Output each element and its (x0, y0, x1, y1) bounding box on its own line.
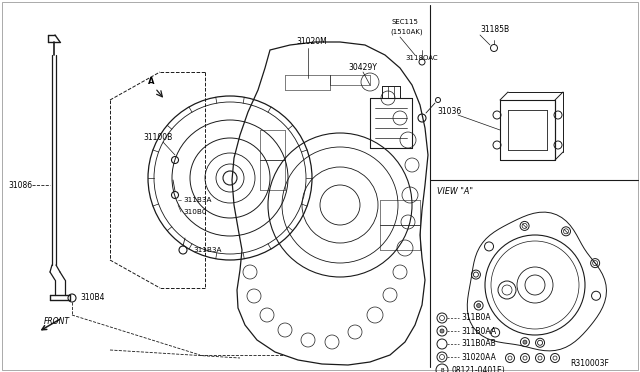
Text: FRONT: FRONT (44, 317, 70, 327)
Text: 31036: 31036 (437, 108, 461, 116)
Text: 311B0A: 311B0A (461, 314, 491, 323)
Text: 31185B: 31185B (480, 26, 509, 35)
Text: 311B3A: 311B3A (193, 247, 221, 253)
Circle shape (440, 329, 444, 333)
Text: 311B3A: 311B3A (183, 197, 211, 203)
Text: 31020M: 31020M (296, 38, 327, 46)
Text: 31100B: 31100B (143, 134, 172, 142)
Text: (1510AK): (1510AK) (390, 29, 422, 35)
Text: 311B0AA: 311B0AA (461, 327, 496, 336)
Text: SEC115: SEC115 (392, 19, 419, 25)
Text: 30429Y: 30429Y (348, 64, 377, 73)
Circle shape (477, 304, 481, 308)
Text: 311B0AB: 311B0AB (461, 340, 496, 349)
Circle shape (223, 171, 237, 185)
Text: A: A (148, 77, 154, 87)
Text: 31020AA: 31020AA (461, 353, 496, 362)
Text: 310B0: 310B0 (183, 209, 207, 215)
Text: 31086: 31086 (8, 180, 32, 189)
Text: B: B (440, 368, 444, 372)
Text: 310B4: 310B4 (80, 294, 104, 302)
Text: R310003F: R310003F (570, 359, 609, 368)
Text: VIEW "A": VIEW "A" (437, 187, 473, 196)
Text: 3118OAC: 3118OAC (405, 55, 438, 61)
Circle shape (523, 340, 527, 344)
Text: 08121-0401E): 08121-0401E) (451, 366, 505, 372)
